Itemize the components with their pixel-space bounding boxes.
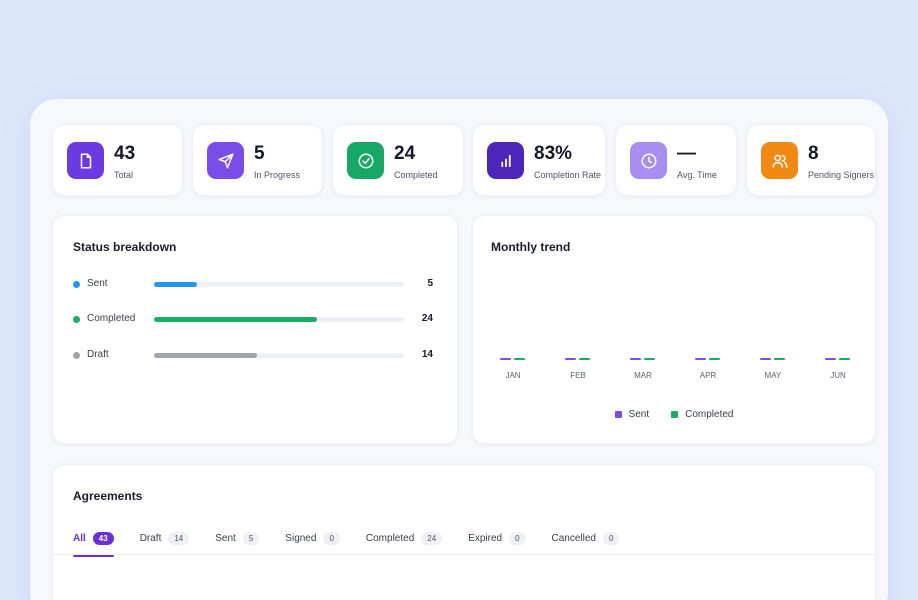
stat-card-pending-signers[interactable]: 8 Pending Signers [746,124,876,196]
legend-label: Sent [628,409,650,420]
stat-card-avg-time[interactable]: — Avg. Time [615,124,737,196]
document-icon [67,142,104,179]
status-row-completed[interactable]: Completed 24 [73,313,433,327]
agreement-tabs: All 43 Draft 14 Sent 5 Signed 0 Completed 24 Expir… [73,526,645,557]
status-count: 5 [427,278,433,289]
bar-sent[interactable] [695,358,706,360]
tab-sent[interactable]: Sent 5 [215,526,260,550]
bar-completed[interactable] [644,358,655,360]
progress-fill [154,317,317,322]
month-label: MAY [764,371,782,380]
tab-draft[interactable]: Draft 14 [140,526,190,550]
stat-label: Total [114,170,134,180]
stat-value: 8 [808,143,819,164]
tab-label: All [73,532,86,544]
bar-completed[interactable] [709,358,720,360]
bar-sent[interactable] [630,358,641,360]
stat-value: 43 [114,143,136,164]
card-title: Monthly trend [491,240,571,254]
tab-all[interactable]: All 43 [73,526,114,557]
progress-track [154,282,404,287]
bar-completed[interactable] [839,358,850,360]
stat-label: Avg. Time [677,170,717,180]
bar-sent[interactable] [565,358,576,360]
status-name: Completed [87,313,136,324]
users-icon [761,142,798,179]
status-row-sent[interactable]: Sent 5 [73,278,433,292]
progress-fill [154,353,257,358]
legend-item-completed[interactable]: Completed [671,409,733,420]
status-breakdown-card: Status breakdown Sent 5 Completed 24 Dra… [52,215,458,444]
card-title: Agreements [73,489,143,503]
card-title: Status breakdown [73,240,177,254]
tab-count-badge: 24 [421,531,443,545]
status-dot [73,316,80,323]
chart-legend: Sent Completed [473,409,875,420]
stat-value: — [677,143,696,164]
status-count: 14 [421,349,433,360]
agreements-card: Agreements All 43 Draft 14 Sent 5 Signed 0 Compl… [52,464,876,600]
tab-count-badge: 0 [509,531,526,545]
bar-sent[interactable] [825,358,836,360]
bar-completed[interactable] [514,358,525,360]
tab-label: Signed [285,532,317,544]
bar-sent[interactable] [500,358,511,360]
status-row-draft[interactable]: Draft 14 [73,349,433,363]
stat-label: Completed [394,170,438,180]
stat-value: 83% [534,143,573,164]
month-label: APR [699,371,717,380]
status-count: 24 [421,313,433,324]
check-circle-icon [347,142,384,179]
legend-swatch [614,411,622,418]
tab-completed[interactable]: Completed 24 [365,526,443,550]
legend-label: Completed [685,409,734,420]
month-label: MAR [634,371,652,380]
tab-expired[interactable]: Expired 0 [468,526,526,550]
tab-cancelled[interactable]: Cancelled 0 [552,526,620,550]
progress-track [154,353,404,358]
stat-card-completion-rate[interactable]: 83% Completion Rate [472,124,606,196]
tab-count-badge: 0 [603,531,620,545]
clock-icon [630,142,667,179]
stat-value: 24 [394,143,416,164]
tab-count-badge: 5 [242,531,260,545]
tab-label: Cancelled [551,532,596,544]
bar-chart-icon [487,142,524,179]
tab-label: Draft [139,532,162,544]
tab-count-badge: 14 [168,531,190,545]
progress-fill [154,282,197,287]
tab-label: Expired [468,532,503,544]
tab-divider [53,554,875,555]
bar-sent[interactable] [760,358,771,360]
progress-track [154,317,404,322]
bar-completed[interactable] [774,358,785,360]
status-dot [73,352,80,359]
tab-count-badge: 43 [92,531,114,545]
stat-value: 5 [254,143,265,164]
month-label: JUN [830,371,846,380]
stat-label: Pending Signers [808,170,875,180]
month-label: JAN [505,371,521,380]
legend-swatch [671,411,679,418]
status-dot [73,281,80,288]
status-name: Sent [87,278,108,289]
tab-label: Sent [215,532,236,544]
bar-completed[interactable] [579,358,590,360]
send-icon [207,142,244,179]
stat-label: Completion Rate [534,170,602,180]
tab-signed[interactable]: Signed 0 [285,526,340,550]
legend-item-sent[interactable]: Sent [614,409,650,420]
tab-label: Completed [365,532,415,544]
stat-label: In Progress [254,170,301,180]
stat-card-completed[interactable]: 24 Completed [332,124,464,196]
stat-card-in-progress[interactable]: 5 In Progress [192,124,323,196]
tab-count-badge: 0 [323,531,340,545]
status-name: Draft [87,349,109,360]
monthly-trend-card: Monthly trend JAN FEB MAR APR MAY JUN Sent Co… [472,215,876,444]
stat-card-total[interactable]: 43 Total [52,124,183,196]
month-label: FEB [570,371,586,380]
